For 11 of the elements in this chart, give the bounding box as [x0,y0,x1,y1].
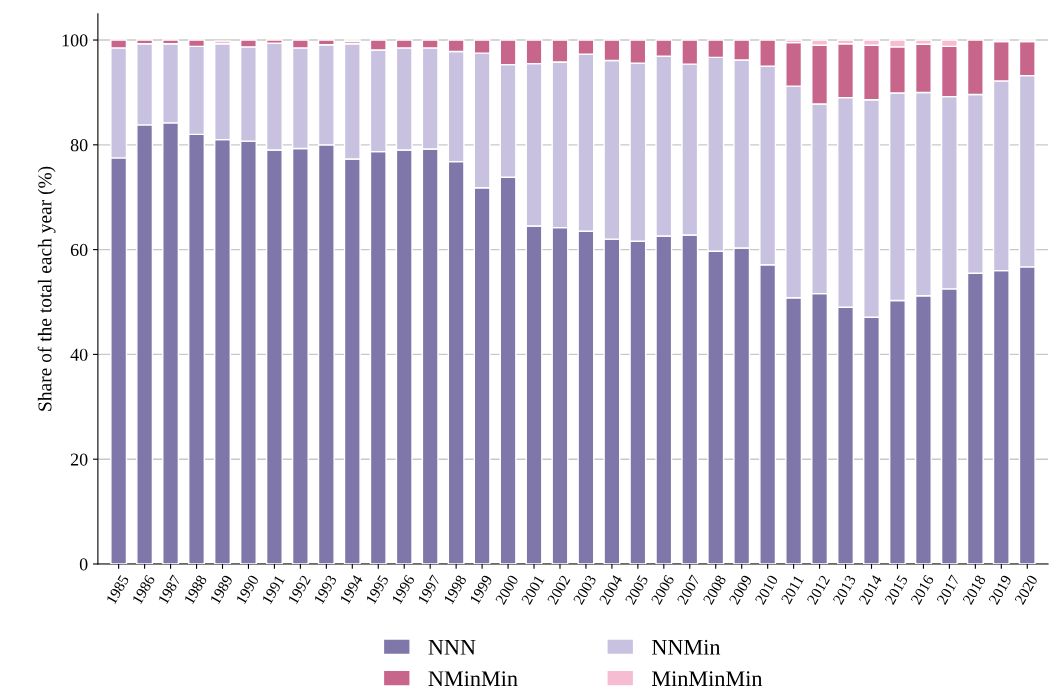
y-axis-title: Share of the total each year (%) [37,166,56,411]
y-tick-label: 20 [70,453,88,466]
y-tick-label: 100 [62,34,88,47]
y-tick-label: 60 [70,243,88,257]
y-tick-label: 0 [79,558,88,571]
legend-label: MinMinMin [651,671,763,686]
y-tick-label: 40 [70,348,88,361]
legend-label: NMinMin [428,671,518,686]
legend-label: NNMin [651,639,721,655]
y-tick-label: 80 [70,139,88,152]
legend-label: NNN [428,640,476,655]
